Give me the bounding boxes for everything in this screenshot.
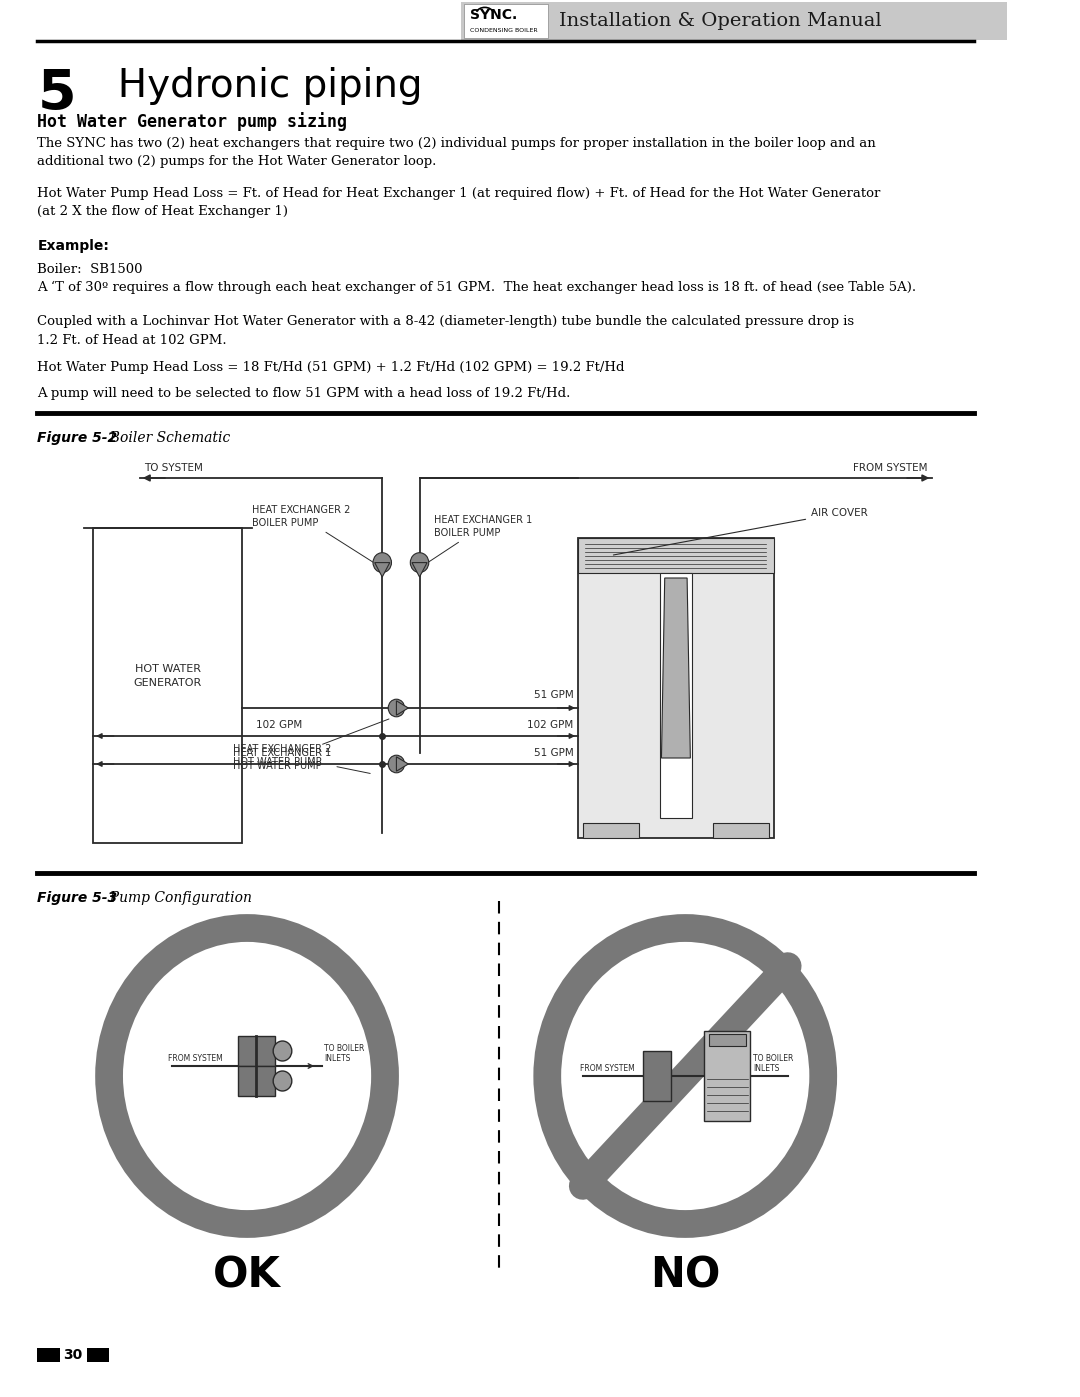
Polygon shape bbox=[396, 757, 408, 771]
Text: Figure 5-3: Figure 5-3 bbox=[38, 891, 118, 905]
Bar bbox=[713, 823, 769, 838]
Text: TO BOILER
INLETS: TO BOILER INLETS bbox=[753, 1053, 794, 1073]
Text: A ‘T of 30º requires a flow through each heat exchanger of 51 GPM.  The heat exc: A ‘T of 30º requires a flow through each… bbox=[38, 281, 917, 295]
Text: 51 GPM: 51 GPM bbox=[534, 690, 573, 700]
Text: HEAT EXCHANGER 1
HOT WATER PUMP: HEAT EXCHANGER 1 HOT WATER PUMP bbox=[233, 719, 389, 771]
Bar bbox=[578, 538, 773, 838]
Text: Example:: Example: bbox=[38, 239, 109, 253]
Text: 30: 30 bbox=[63, 1348, 82, 1362]
Text: AIR COVER: AIR COVER bbox=[613, 509, 868, 555]
Text: SYNC.: SYNC. bbox=[470, 8, 517, 22]
Text: Hot Water Generator pump sizing: Hot Water Generator pump sizing bbox=[38, 112, 348, 131]
Text: Hydronic piping: Hydronic piping bbox=[93, 67, 422, 105]
Polygon shape bbox=[396, 701, 408, 715]
Text: Figure 5-2: Figure 5-2 bbox=[38, 432, 118, 446]
Text: OK: OK bbox=[213, 1255, 281, 1296]
Circle shape bbox=[410, 553, 429, 573]
Text: NO: NO bbox=[650, 1255, 720, 1296]
Text: 102 GPM: 102 GPM bbox=[527, 719, 573, 731]
Circle shape bbox=[273, 1071, 292, 1091]
Bar bbox=[464, 4, 549, 38]
Text: 102 GPM: 102 GPM bbox=[256, 719, 302, 731]
Bar bbox=[644, 1051, 672, 1101]
Text: CONDENSING BOILER: CONDENSING BOILER bbox=[470, 28, 538, 34]
Text: Coupled with a Lochinvar Hot Water Generator with a 8-42 (diameter-length) tube : Coupled with a Lochinvar Hot Water Gener… bbox=[38, 314, 854, 346]
Text: FROM SYSTEM: FROM SYSTEM bbox=[853, 462, 928, 474]
Text: The SYNC has two (2) heat exchangers that require two (2) individual pumps for p: The SYNC has two (2) heat exchangers tha… bbox=[38, 137, 876, 169]
Text: Boiler Schematic: Boiler Schematic bbox=[100, 432, 230, 446]
Bar bbox=[704, 1031, 751, 1120]
Bar bbox=[583, 823, 638, 838]
Text: A pump will need to be selected to flow 51 GPM with a head loss of 19.2 Ft/Hd.: A pump will need to be selected to flow … bbox=[38, 387, 570, 400]
Text: Hot Water Pump Head Loss = 18 Ft/Hd (51 GPM) + 1.2 Ft/Hd (102 GPM) = 19.2 Ft/Hd: Hot Water Pump Head Loss = 18 Ft/Hd (51 … bbox=[38, 360, 625, 374]
Bar bbox=[578, 538, 773, 573]
Polygon shape bbox=[375, 563, 390, 577]
Text: TO BOILER
INLETS: TO BOILER INLETS bbox=[324, 1044, 365, 1063]
Bar bbox=[461, 1, 1012, 41]
Text: FROM SYSTEM: FROM SYSTEM bbox=[580, 1065, 635, 1073]
Bar bbox=[708, 1034, 746, 1046]
Circle shape bbox=[388, 700, 405, 717]
Text: 51 GPM: 51 GPM bbox=[534, 747, 573, 759]
Bar bbox=[660, 573, 692, 819]
Text: HEAT EXCHANGER 2
HOT WATER PUMP: HEAT EXCHANGER 2 HOT WATER PUMP bbox=[233, 745, 370, 774]
Text: HOT WATER
GENERATOR: HOT WATER GENERATOR bbox=[134, 664, 202, 687]
Bar bbox=[238, 1066, 275, 1097]
Polygon shape bbox=[411, 563, 427, 577]
Text: HEAT EXCHANGER 2
BOILER PUMP: HEAT EXCHANGER 2 BOILER PUMP bbox=[252, 504, 380, 567]
Bar bbox=[93, 528, 242, 842]
Polygon shape bbox=[661, 578, 690, 759]
Text: TO SYSTEM: TO SYSTEM bbox=[145, 462, 203, 474]
Text: HEAT EXCHANGER 1
BOILER PUMP: HEAT EXCHANGER 1 BOILER PUMP bbox=[422, 515, 531, 566]
Text: Pump Configuration: Pump Configuration bbox=[100, 891, 252, 905]
Text: 5: 5 bbox=[38, 67, 76, 122]
Circle shape bbox=[373, 553, 391, 573]
Text: Hot Water Pump Head Loss = Ft. of Head for Heat Exchanger 1 (at required flow) +: Hot Water Pump Head Loss = Ft. of Head f… bbox=[38, 187, 880, 218]
Text: FROM SYSTEM: FROM SYSTEM bbox=[167, 1053, 222, 1063]
Bar bbox=[238, 1037, 275, 1066]
Circle shape bbox=[273, 1041, 292, 1060]
Text: Boiler:  SB1500: Boiler: SB1500 bbox=[38, 263, 143, 277]
Text: Installation & Operation Manual: Installation & Operation Manual bbox=[559, 13, 882, 29]
Bar bbox=[38, 1348, 59, 1362]
Circle shape bbox=[388, 756, 405, 773]
Bar bbox=[86, 1348, 109, 1362]
